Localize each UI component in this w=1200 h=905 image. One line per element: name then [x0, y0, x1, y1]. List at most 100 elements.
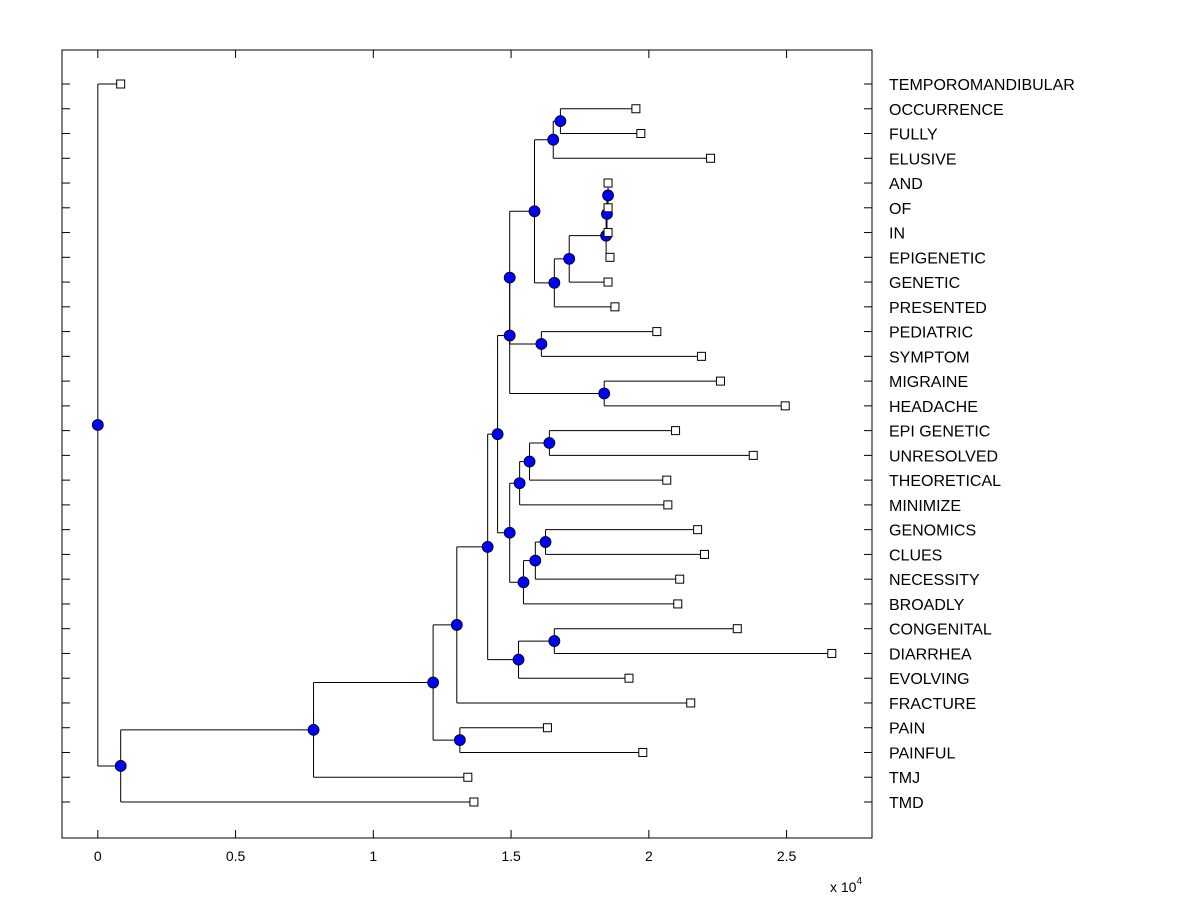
leaf-node	[699, 549, 709, 559]
cluster-node	[554, 115, 567, 128]
leaf-label: CONGENITAL	[889, 622, 992, 639]
leaf-label: EVOLVING	[889, 671, 970, 688]
x-tick-label: 1	[369, 848, 377, 864]
cluster-node	[503, 329, 516, 342]
leaf-node	[603, 228, 613, 238]
leaf-label: TMD	[889, 795, 924, 812]
leaf-node	[116, 79, 126, 89]
cluster-node	[513, 477, 526, 490]
cluster-node	[523, 455, 536, 468]
leaf-node	[663, 500, 673, 510]
x-tick-label: 2.5	[777, 848, 797, 864]
cluster-node	[528, 205, 541, 218]
leaf-label: DIARRHEA	[889, 646, 972, 663]
leaf-node	[693, 525, 703, 535]
leaf-labels: TEMPOROMANDIBULAR OCCURRENCE FULLY ELUSIVE A…	[62, 77, 1075, 812]
leaf-label: GENETIC	[889, 275, 960, 292]
plot-frame	[61, 49, 873, 839]
leaf-node	[732, 624, 742, 634]
cluster-node	[453, 734, 466, 747]
leaf-node	[686, 698, 696, 708]
leaf-label: OCCURRENCE	[889, 102, 1004, 119]
cluster-node	[529, 554, 542, 567]
x-axis: 0 0.5 1 1.5 2 2.5	[94, 50, 797, 864]
leaf-node	[780, 401, 790, 411]
cluster-node	[598, 387, 611, 400]
leaf-node	[463, 772, 473, 782]
leaf-label: GENOMICS	[889, 523, 976, 540]
leaf-node	[715, 376, 725, 386]
x-exponent-label: x 104	[830, 876, 862, 895]
cluster-node	[481, 540, 494, 553]
leaf-node	[610, 302, 620, 312]
cluster-node	[548, 635, 561, 647]
leaf-node	[748, 450, 758, 460]
cluster-node	[543, 437, 556, 449]
x-tick-label: 2	[645, 848, 653, 864]
x-tick-label: 1.5	[501, 848, 521, 864]
leaf-label: TMJ	[889, 770, 920, 787]
leaf-label: IN	[889, 226, 905, 243]
leaf-node	[827, 648, 837, 658]
leaf-label: MIGRAINE	[889, 374, 968, 391]
leaf-node	[603, 277, 613, 287]
leaf-node	[652, 327, 662, 337]
leaf-label: BROADLY	[889, 597, 965, 614]
leaf-label: FULLY	[889, 127, 938, 144]
leaf-node	[624, 673, 634, 683]
leaf-node	[673, 599, 683, 609]
leaf-label: EPIGENETIC	[889, 250, 986, 267]
leaf-label: ELUSIVE	[889, 151, 957, 168]
leaf-label: MINIMIZE	[889, 498, 961, 515]
leaf-node	[636, 129, 646, 139]
leaf-node	[542, 723, 552, 733]
leaf-label: TEMPOROMANDIBULAR	[889, 77, 1075, 94]
leaf-label: PEDIATRIC	[889, 325, 973, 342]
cluster-node	[512, 653, 525, 666]
dendrogram-links	[97, 83, 832, 803]
cluster-node	[114, 760, 127, 772]
leaf-node	[605, 252, 615, 262]
x-tick-label: 0	[94, 848, 102, 864]
dendrogram-nodes	[91, 79, 837, 807]
leaf-label: PAIN	[889, 721, 925, 738]
x-tick-label: 0.5	[226, 848, 246, 864]
cluster-node	[307, 723, 320, 736]
cluster-node	[427, 676, 440, 689]
leaf-label: NECESSITY	[889, 572, 980, 589]
leaf-label: PRESENTED	[889, 300, 987, 317]
leaf-label: UNRESOLVED	[889, 448, 998, 465]
leaf-label: EPI GENETIC	[889, 424, 990, 441]
cluster-node	[547, 133, 560, 146]
cluster-node	[548, 276, 561, 289]
leaf-label: CLUES	[889, 547, 942, 564]
cluster-node	[563, 252, 576, 265]
leaf-node	[638, 747, 648, 757]
cluster-node	[91, 419, 104, 431]
cluster-node	[450, 619, 463, 631]
cluster-node	[539, 536, 552, 548]
leaf-label: PAINFUL	[889, 745, 955, 762]
cluster-node	[517, 576, 530, 589]
leaf-label: AND	[889, 176, 923, 193]
cluster-node	[602, 189, 614, 202]
cluster-node	[535, 338, 548, 350]
leaf-label: OF	[889, 201, 911, 218]
leaf-node	[469, 797, 479, 807]
leaf-label: SYMPTOM	[889, 349, 970, 366]
leaf-node	[706, 153, 716, 163]
leaf-label: THEORETICAL	[889, 473, 1001, 490]
leaf-node	[662, 475, 672, 485]
cluster-node	[503, 271, 516, 284]
leaf-node	[603, 178, 613, 188]
leaf-node	[603, 203, 613, 213]
leaf-label: HEADACHE	[889, 399, 978, 416]
leaf-node	[675, 574, 685, 584]
leaf-node	[631, 104, 641, 114]
cluster-node	[491, 428, 504, 441]
cluster-node	[503, 526, 516, 539]
leaf-node	[696, 351, 706, 361]
leaf-label: FRACTURE	[889, 696, 976, 713]
leaf-node	[671, 426, 681, 436]
